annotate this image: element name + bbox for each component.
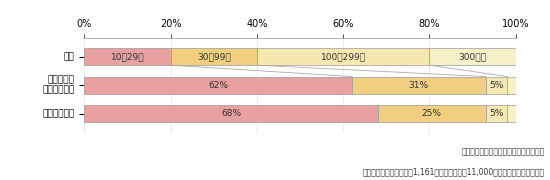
Text: 5%: 5%	[489, 81, 504, 90]
Bar	[507, 76, 516, 94]
Text: 5%: 5%	[489, 109, 504, 118]
Bar	[85, 48, 170, 65]
Bar	[378, 105, 486, 122]
Text: 68%: 68%	[221, 109, 241, 118]
Bar	[430, 48, 516, 65]
Bar	[486, 105, 507, 122]
Bar	[352, 76, 486, 94]
Bar	[85, 76, 352, 94]
Text: 10～29人: 10～29人	[111, 52, 145, 61]
Bar	[507, 105, 516, 122]
Text: 30～99人: 30～99人	[197, 52, 231, 61]
Bar	[170, 48, 257, 65]
Bar	[85, 105, 378, 122]
Bar	[257, 48, 430, 65]
Text: 100～299人: 100～299人	[321, 52, 366, 61]
Text: 資料：物流基礎調査（意向アンケート）: 資料：物流基礎調査（意向アンケート）	[461, 148, 544, 157]
Text: 300人～: 300人～	[459, 52, 487, 61]
Text: （新設・移転意向ありの1,161事業所および約11,000事業所のサンプル集計）: （新設・移転意向ありの1,161事業所および約11,000事業所のサンプル集計）	[362, 167, 544, 176]
Text: 25%: 25%	[422, 109, 442, 118]
Text: 31%: 31%	[409, 81, 429, 90]
Text: 62%: 62%	[208, 81, 228, 90]
Bar	[486, 76, 507, 94]
